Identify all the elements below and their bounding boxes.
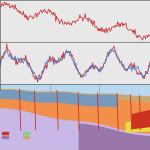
- Bar: [2, 132, 8, 134]
- Bar: [2, 136, 8, 138]
- Bar: [22, 132, 28, 134]
- Polygon shape: [0, 84, 150, 97]
- Bar: [22, 136, 28, 138]
